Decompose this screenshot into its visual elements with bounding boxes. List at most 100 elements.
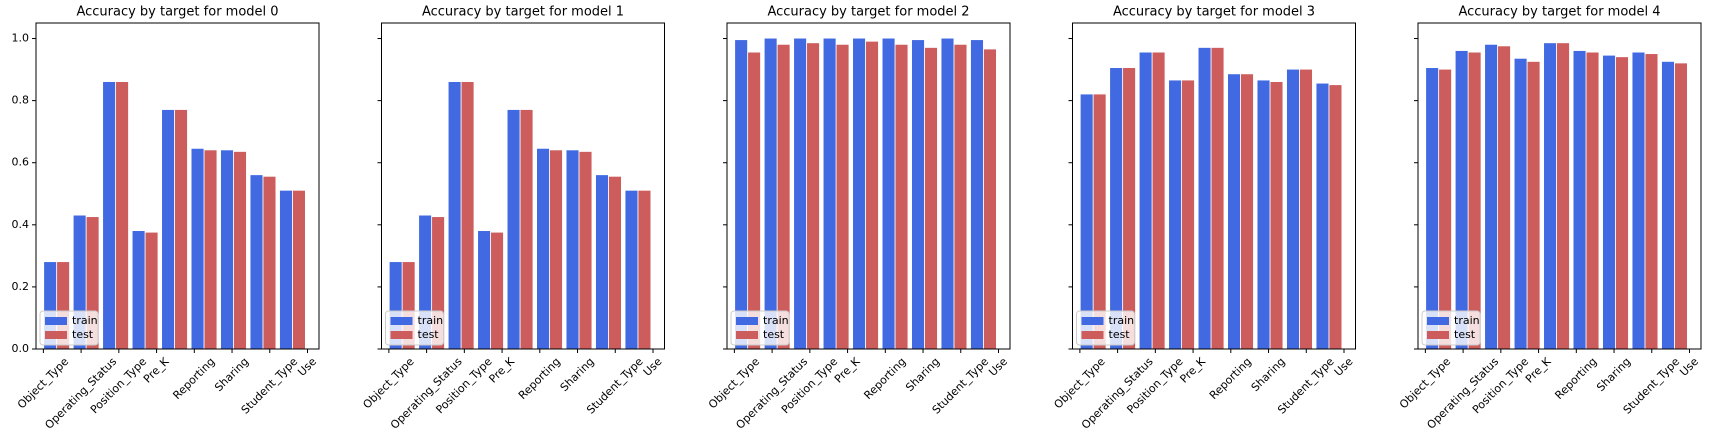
bar xyxy=(1123,68,1136,350)
axes-frame xyxy=(726,22,1011,350)
x-tick-label: Pre_K xyxy=(832,354,863,385)
bar xyxy=(823,38,836,350)
bar xyxy=(1674,63,1687,349)
legend-label: train xyxy=(418,314,444,327)
bar xyxy=(279,190,293,349)
bar xyxy=(625,190,638,349)
bar xyxy=(1286,69,1300,350)
bar xyxy=(1586,52,1599,349)
x-tick-label: Reporting xyxy=(861,355,908,402)
bar xyxy=(1198,47,1211,349)
legend-swatch xyxy=(1427,317,1449,325)
legend-swatch xyxy=(390,317,413,325)
bar xyxy=(794,38,807,350)
bar xyxy=(174,109,188,349)
subplot: Accuracy by target for model 4Object_Typ… xyxy=(1397,5,1702,432)
bar xyxy=(1093,94,1106,350)
x-tick-label: Pre_K xyxy=(1177,354,1208,385)
bar xyxy=(1544,43,1557,349)
bar xyxy=(220,150,234,349)
bar xyxy=(1139,52,1152,349)
bar xyxy=(116,81,129,349)
legend-swatch xyxy=(736,331,758,339)
legend-label: test xyxy=(1454,328,1476,341)
x-tick-label: Use xyxy=(1677,355,1701,379)
bar xyxy=(924,47,938,349)
legend-swatch xyxy=(390,331,413,339)
bar xyxy=(1240,74,1254,349)
bar xyxy=(1169,80,1182,349)
legend-label: test xyxy=(72,328,94,341)
x-tick-label: Use xyxy=(641,355,665,379)
bar xyxy=(1080,94,1093,350)
chart-title: Accuracy by target for model 0 xyxy=(76,5,278,20)
bar xyxy=(777,44,790,349)
bar xyxy=(865,41,879,349)
legend-label: train xyxy=(1454,314,1480,327)
legend-label: test xyxy=(418,328,440,341)
y-tick-label: 1.0 xyxy=(12,32,30,45)
bar xyxy=(507,109,520,349)
bar xyxy=(983,49,996,350)
bar xyxy=(579,151,592,349)
bar xyxy=(1439,69,1452,350)
x-tick-label: Sharing xyxy=(1249,355,1288,394)
bar xyxy=(1455,50,1468,349)
x-tick-label: Sharing xyxy=(903,355,942,394)
bar xyxy=(491,232,504,349)
axes-frame xyxy=(35,22,320,350)
bar xyxy=(1556,43,1570,349)
bar xyxy=(1498,46,1511,350)
bar xyxy=(1257,80,1270,349)
bar xyxy=(853,38,866,350)
y-tick-label: 0.0 xyxy=(12,342,30,355)
x-tick-label: Sharing xyxy=(212,355,251,394)
x-tick-label: Reporting xyxy=(170,355,217,402)
bar xyxy=(1468,52,1481,349)
bar xyxy=(263,176,276,349)
chart-title: Accuracy by target for model 4 xyxy=(1458,5,1660,20)
bar xyxy=(954,44,967,349)
legend-label: train xyxy=(72,314,98,327)
axes-frame xyxy=(381,22,665,350)
bar xyxy=(233,151,247,349)
bar xyxy=(1228,74,1241,349)
x-tick-label: Sharing xyxy=(1594,355,1633,394)
y-tick-label: 0.2 xyxy=(12,280,30,293)
legend-swatch xyxy=(45,317,67,325)
bar xyxy=(191,148,204,349)
legend-label: train xyxy=(763,314,789,327)
bar xyxy=(204,150,217,349)
x-tick-label: Reporting xyxy=(1552,355,1599,402)
subplot: Accuracy by target for model 2Object_Typ… xyxy=(706,5,1011,432)
chart-title: Accuracy by target for model 1 xyxy=(422,5,624,20)
bar xyxy=(1602,55,1616,349)
legend-swatch xyxy=(45,331,67,339)
subplot: Accuracy by target for model 0 0.0 0.2 0.4 0… xyxy=(12,5,320,432)
bar xyxy=(1573,50,1586,349)
y-tick-label: 0.8 xyxy=(12,94,30,107)
subplot: Accuracy by target for model 3Object_Typ… xyxy=(1051,5,1356,432)
bar xyxy=(566,150,579,349)
x-tick-label: Pre_K xyxy=(486,354,517,385)
y-tick-label: 0.4 xyxy=(12,218,30,231)
y-tick-label: 0.6 xyxy=(12,156,30,169)
bar xyxy=(145,232,158,349)
bar xyxy=(595,175,609,349)
bar xyxy=(132,231,145,349)
bar xyxy=(1485,44,1498,349)
bar xyxy=(537,148,550,349)
bar xyxy=(748,52,761,349)
bar xyxy=(911,40,925,349)
bar xyxy=(461,81,474,349)
bar xyxy=(1329,85,1342,349)
bar xyxy=(807,43,820,349)
bar xyxy=(941,38,954,350)
chart-title: Accuracy by target for model 3 xyxy=(1113,5,1315,20)
bar xyxy=(162,109,175,349)
bar xyxy=(292,190,305,349)
bar xyxy=(1182,80,1195,349)
bar xyxy=(764,38,777,350)
bar xyxy=(1211,47,1224,349)
